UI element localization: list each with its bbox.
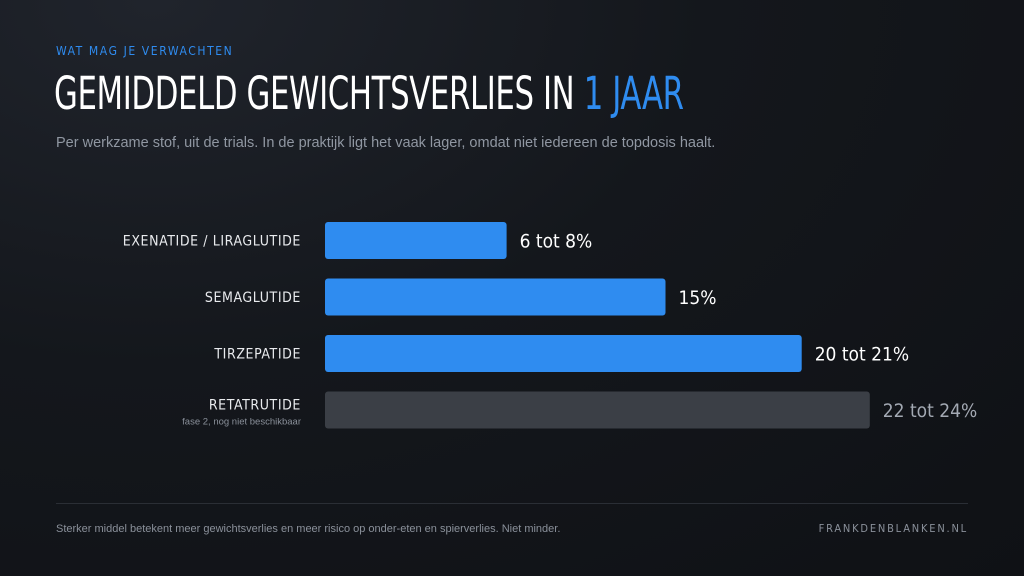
kicker-label: WAT MAG JE VERWACHTEN [56, 44, 234, 58]
title-accent: 1 JAAR [583, 67, 684, 120]
page-title: GEMIDDELD GEWICHTSVERLIES IN 1 JAAR [54, 64, 684, 124]
value-label: 6 tot 8% [520, 231, 593, 253]
bar-2 [325, 278, 666, 316]
bar-3 [325, 335, 802, 372]
category-label: EXENATIDE / LIRAGLUTIDE [123, 234, 301, 250]
value-label: 20 tot 21% [815, 344, 909, 366]
page-subtitle: Per werkzame stof, uit de trials. In de … [56, 135, 716, 151]
value-label: 22 tot 24% [883, 400, 977, 422]
category-label: RETATRUTIDE [209, 398, 301, 414]
title-main: GEMIDDELD GEWICHTSVERLIES IN [54, 67, 584, 120]
value-label: 15% [679, 287, 717, 309]
brand-label: FRANKDENBLANKEN.NL [818, 522, 968, 535]
footer-note: Sterker middel betekent meer gewichtsver… [56, 523, 561, 535]
category-note: fase 2, nog niet beschikbaar [182, 417, 301, 428]
footer-divider [56, 503, 968, 504]
bar-1 [325, 222, 507, 259]
category-label: TIRZEPATIDE [213, 347, 301, 363]
bar-4 [325, 391, 870, 429]
category-label: SEMAGLUTIDE [205, 290, 301, 306]
